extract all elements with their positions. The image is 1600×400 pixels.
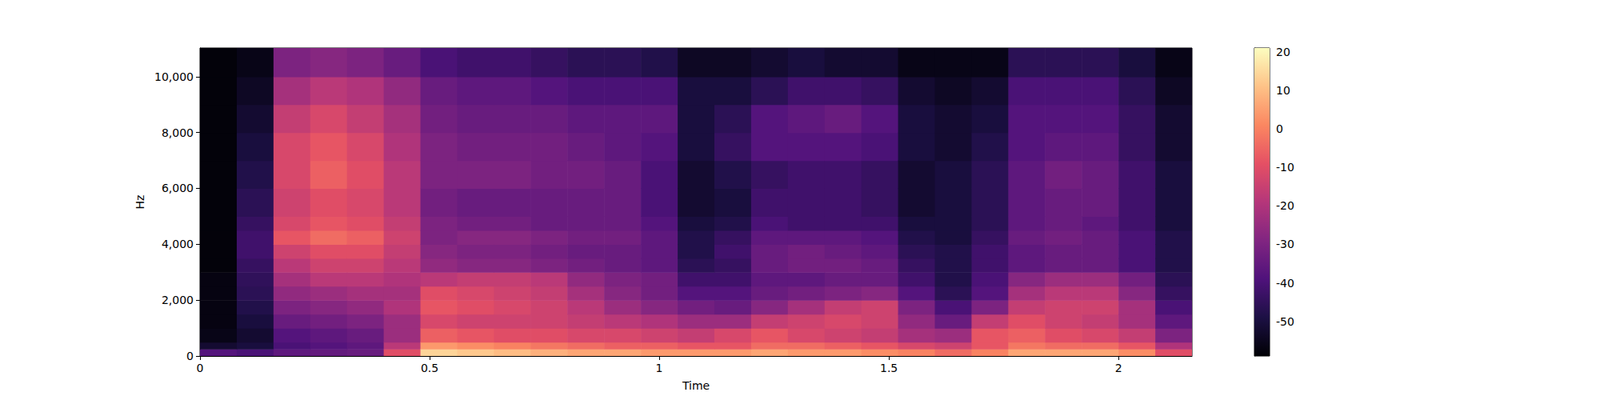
svg-text:8,000: 8,000 — [161, 126, 194, 140]
svg-text:-50: -50 — [1276, 315, 1295, 328]
svg-text:0: 0 — [196, 361, 204, 375]
svg-text:2: 2 — [1115, 361, 1123, 375]
svg-text:Time: Time — [681, 379, 710, 392]
svg-text:2,000: 2,000 — [161, 293, 194, 307]
svg-text:-20: -20 — [1276, 199, 1295, 212]
svg-text:0.5: 0.5 — [420, 361, 439, 375]
svg-text:0: 0 — [1276, 122, 1284, 136]
svg-text:0: 0 — [186, 349, 194, 363]
svg-text:10,000: 10,000 — [154, 70, 194, 84]
svg-text:6,000: 6,000 — [161, 181, 194, 195]
svg-text:-30: -30 — [1276, 237, 1295, 251]
svg-text:4,000: 4,000 — [161, 237, 194, 251]
svg-text:-10: -10 — [1276, 160, 1295, 174]
svg-text:1: 1 — [656, 361, 664, 375]
svg-text:20: 20 — [1276, 45, 1291, 59]
svg-text:-40: -40 — [1276, 276, 1295, 290]
svg-text:10: 10 — [1276, 84, 1291, 97]
svg-text:Hz: Hz — [133, 195, 147, 210]
svg-text:1.5: 1.5 — [880, 361, 898, 375]
